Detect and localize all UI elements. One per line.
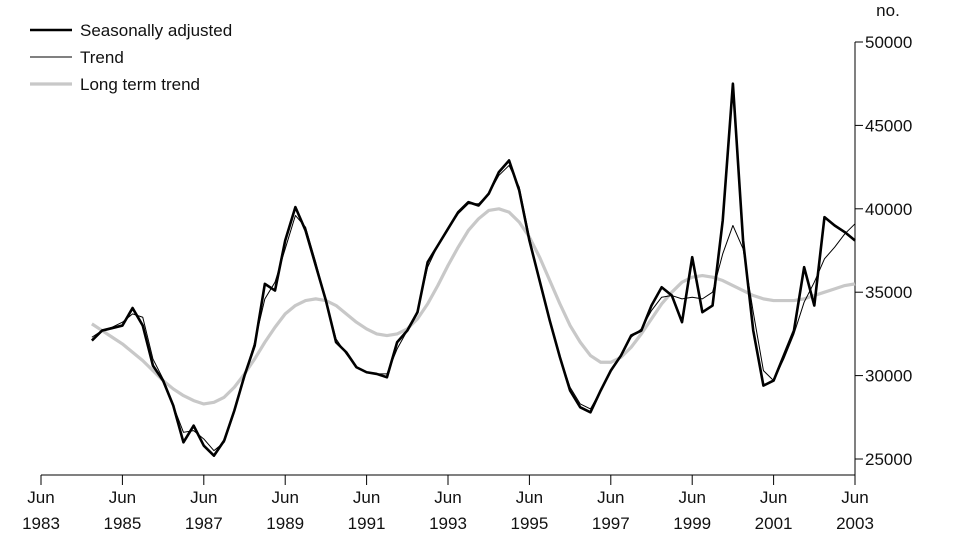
x-tick-label: Jun 1985: [103, 488, 141, 533]
x-tick-label: Jun 1983: [22, 488, 60, 533]
legend-label: Seasonally adjusted: [80, 21, 232, 40]
x-tick-label: Jun 1989: [266, 488, 304, 533]
y-tick-label: 30000: [865, 367, 912, 386]
y-tick-label: 50000: [865, 33, 912, 52]
y-tick-label: 45000: [865, 116, 912, 135]
unit-label: no.: [876, 1, 900, 20]
y-tick-label: 25000: [865, 450, 912, 469]
x-tick-label: Jun 2001: [755, 488, 793, 533]
x-tick-label: Jun 1987: [185, 488, 223, 533]
legend-label: Long term trend: [80, 75, 200, 94]
x-tick-label: Jun 2003: [836, 488, 874, 533]
x-tick-label: Jun 1995: [510, 488, 548, 533]
series-line: [91, 207, 856, 406]
x-tick-label: Jun 1993: [429, 488, 467, 533]
legend-label: Trend: [80, 48, 124, 67]
x-tick-label: Jun 1999: [673, 488, 711, 533]
y-tick-label: 40000: [865, 200, 912, 219]
x-tick-label: Jun 1997: [592, 488, 630, 533]
series-line: [90, 82, 856, 457]
y-tick-label: 35000: [865, 283, 912, 302]
x-tick-label: Jun 1991: [348, 488, 386, 533]
